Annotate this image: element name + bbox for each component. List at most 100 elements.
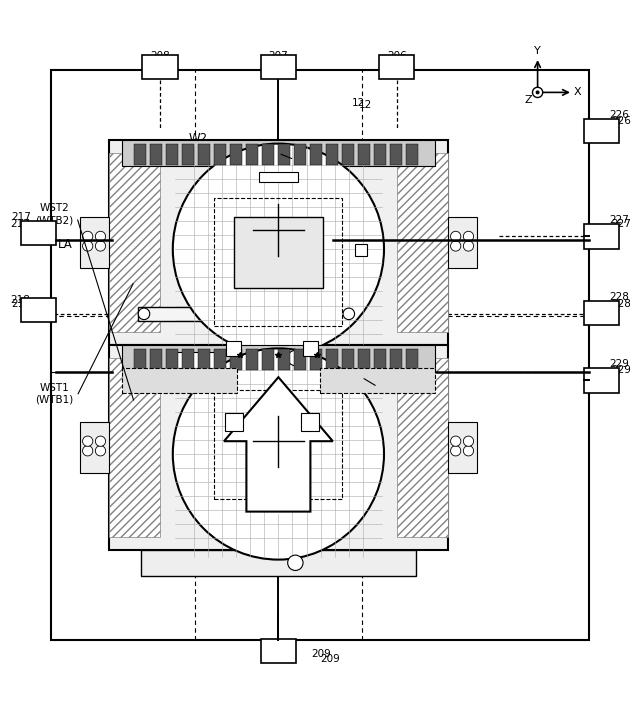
- Bar: [374, 349, 386, 369]
- Circle shape: [343, 308, 355, 319]
- Bar: [230, 144, 242, 165]
- Bar: [397, 358, 448, 537]
- Text: (WTB1): (WTB1): [35, 395, 74, 405]
- Bar: [261, 639, 296, 663]
- Bar: [397, 153, 448, 332]
- Bar: [342, 144, 354, 165]
- Bar: [138, 306, 355, 321]
- Bar: [173, 352, 218, 367]
- Bar: [225, 413, 243, 431]
- Bar: [278, 144, 290, 165]
- Bar: [122, 140, 435, 166]
- Bar: [246, 349, 258, 369]
- Circle shape: [451, 241, 461, 251]
- Bar: [310, 144, 322, 165]
- Circle shape: [95, 445, 106, 456]
- Text: 227: 227: [609, 216, 629, 226]
- Text: 229: 229: [609, 359, 629, 369]
- Text: 209: 209: [320, 654, 340, 664]
- Bar: [406, 144, 418, 165]
- Bar: [141, 345, 416, 371]
- Bar: [234, 217, 323, 288]
- Bar: [262, 349, 274, 369]
- Text: 207: 207: [269, 51, 288, 61]
- Text: 173$_3$: 173$_3$: [349, 258, 375, 272]
- Bar: [261, 54, 296, 79]
- Text: WST1: WST1: [40, 383, 69, 393]
- Circle shape: [83, 241, 93, 251]
- Circle shape: [173, 349, 384, 560]
- Circle shape: [288, 555, 303, 571]
- Bar: [294, 144, 306, 165]
- Bar: [358, 144, 370, 165]
- Circle shape: [83, 231, 93, 241]
- Text: 229: 229: [611, 364, 631, 374]
- Bar: [380, 54, 415, 79]
- Bar: [182, 349, 194, 369]
- Text: LV$_1$: LV$_1$: [390, 139, 412, 155]
- Text: 217: 217: [10, 218, 31, 228]
- Bar: [150, 144, 162, 165]
- Bar: [198, 349, 210, 369]
- Text: W1: W1: [294, 155, 314, 169]
- Bar: [326, 349, 338, 369]
- Text: 226: 226: [609, 110, 629, 120]
- Text: 209: 209: [311, 649, 331, 659]
- Bar: [166, 144, 178, 165]
- Text: 206: 206: [387, 51, 406, 61]
- Bar: [20, 298, 56, 322]
- Text: LA: LA: [58, 238, 72, 251]
- Bar: [310, 349, 322, 369]
- Bar: [143, 54, 178, 79]
- Bar: [214, 198, 342, 326]
- Bar: [355, 244, 367, 256]
- Bar: [109, 140, 448, 345]
- Circle shape: [138, 308, 150, 319]
- Bar: [214, 144, 226, 165]
- Polygon shape: [224, 377, 333, 512]
- Bar: [134, 349, 146, 369]
- Text: WST2: WST2: [40, 203, 69, 213]
- Text: 208: 208: [150, 51, 170, 61]
- Bar: [122, 345, 435, 371]
- Text: 218: 218: [11, 299, 31, 309]
- Bar: [278, 349, 290, 369]
- Bar: [358, 349, 370, 369]
- Bar: [448, 217, 477, 268]
- Bar: [320, 367, 435, 393]
- Bar: [134, 144, 146, 165]
- Bar: [406, 349, 418, 369]
- Text: W2: W2: [189, 132, 208, 145]
- Circle shape: [463, 231, 474, 241]
- Text: LV$_0$: LV$_0$: [320, 320, 341, 336]
- Text: 228: 228: [611, 299, 631, 309]
- Bar: [259, 173, 298, 182]
- Circle shape: [173, 144, 384, 355]
- Bar: [150, 349, 162, 369]
- Circle shape: [95, 241, 106, 251]
- Bar: [80, 422, 109, 473]
- Text: 14: 14: [368, 387, 383, 400]
- Bar: [448, 422, 477, 473]
- Bar: [80, 217, 109, 268]
- Bar: [122, 367, 237, 393]
- Circle shape: [463, 445, 474, 456]
- Circle shape: [83, 436, 93, 446]
- Bar: [20, 221, 56, 246]
- Bar: [109, 153, 160, 332]
- Bar: [246, 144, 258, 165]
- Circle shape: [463, 241, 474, 251]
- Bar: [214, 390, 342, 499]
- Text: Y: Y: [534, 46, 541, 56]
- Circle shape: [451, 445, 461, 456]
- Bar: [141, 550, 416, 576]
- Bar: [198, 144, 210, 165]
- Bar: [166, 349, 178, 369]
- Bar: [226, 341, 241, 356]
- Text: 12: 12: [352, 98, 365, 108]
- Bar: [262, 144, 274, 165]
- Bar: [182, 144, 194, 165]
- Bar: [214, 349, 226, 369]
- Bar: [230, 349, 242, 369]
- Text: X: X: [574, 87, 582, 97]
